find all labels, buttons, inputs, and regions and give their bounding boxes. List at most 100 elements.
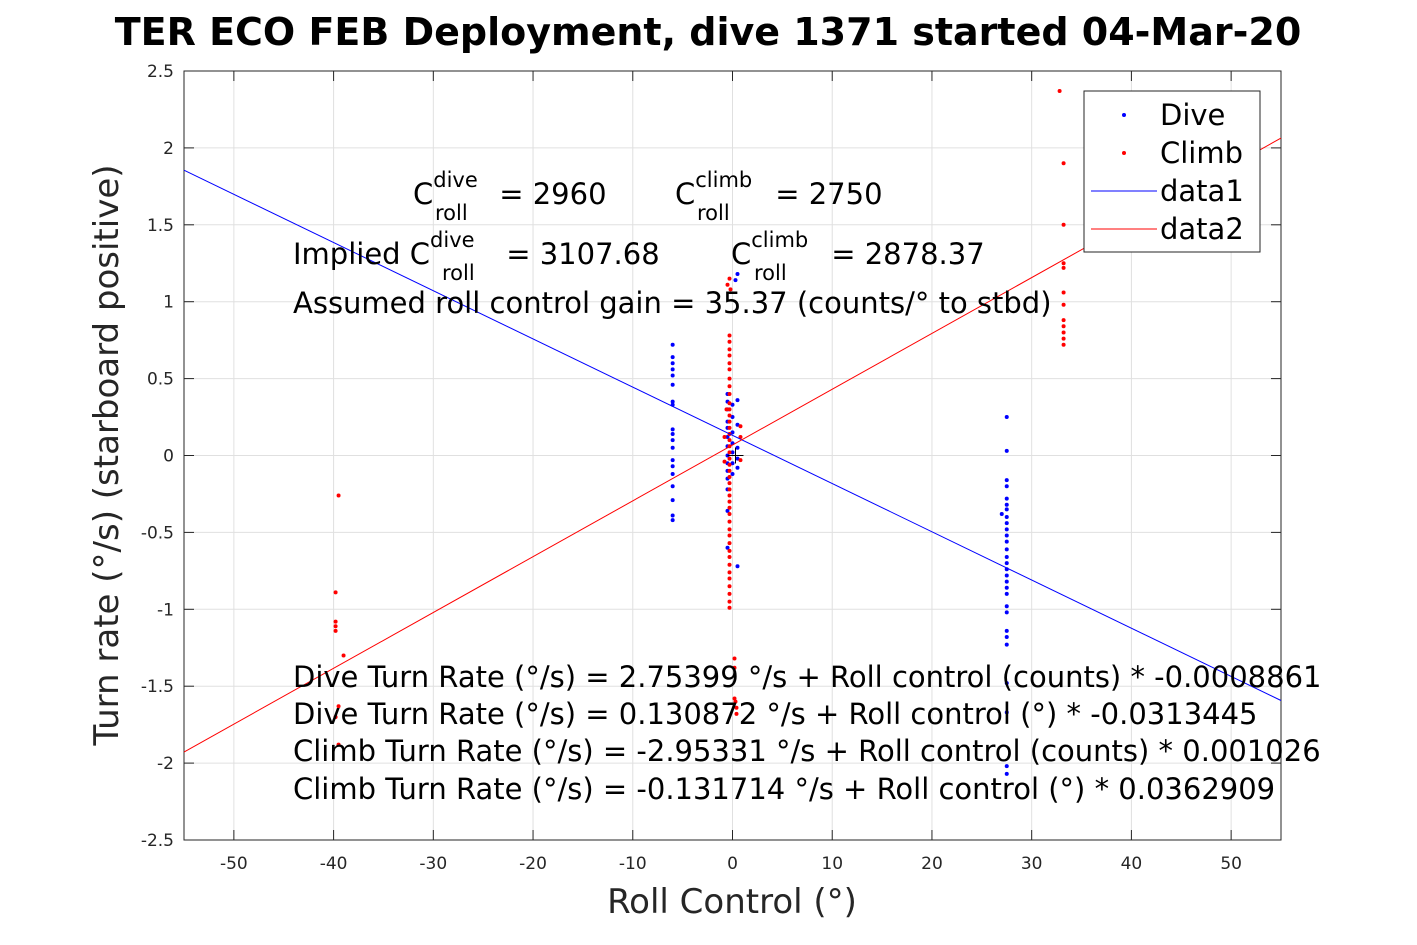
- dive-point: [1004, 764, 1009, 769]
- climb-point: [727, 391, 732, 396]
- dive-point: [1004, 502, 1009, 507]
- y-tick-label: -2: [157, 754, 174, 774]
- dive-point: [670, 518, 675, 523]
- x-tick-label: 20: [921, 854, 943, 874]
- dive-point: [1004, 642, 1009, 647]
- legend: Dive Climb data1 data2: [1083, 90, 1261, 253]
- climb-point: [727, 276, 732, 281]
- climb-point: [725, 282, 730, 287]
- y-tick-label: -0.5: [141, 523, 174, 543]
- x-tick-label: -40: [320, 854, 348, 874]
- climb-point: [722, 459, 727, 464]
- dive-point: [1004, 533, 1009, 538]
- climb-point: [727, 576, 732, 581]
- climb-point: [732, 696, 737, 701]
- climb-point: [727, 347, 732, 352]
- dive-point: [670, 355, 675, 360]
- dive-point: [1004, 547, 1009, 552]
- climb-point: [727, 475, 732, 480]
- dive-point: [733, 278, 738, 283]
- legend-data1-label: data1: [1160, 174, 1244, 208]
- dive-point: [1004, 634, 1009, 639]
- y-tick-label: -1: [157, 600, 174, 620]
- climb-point: [727, 570, 732, 575]
- climb-point: [336, 704, 341, 709]
- dive-point: [670, 464, 675, 469]
- dive-point: [725, 545, 730, 550]
- climb-point: [727, 562, 732, 567]
- dive-point: [1004, 573, 1009, 578]
- dive-point: [1004, 507, 1009, 512]
- climb-point: [734, 705, 739, 710]
- climb-point: [727, 450, 732, 455]
- dive-point: [1004, 771, 1009, 776]
- climb-point: [727, 419, 732, 424]
- climb-point: [727, 367, 732, 372]
- legend-climb-marker: [1122, 151, 1126, 155]
- climb-point: [727, 438, 732, 443]
- dive-point: [1004, 521, 1009, 526]
- climb-point: [727, 361, 732, 366]
- climb-point: [727, 605, 732, 610]
- dive-point: [1004, 527, 1009, 532]
- climb-point: [727, 333, 732, 338]
- dive-point: [670, 513, 675, 518]
- x-tick-label: -50: [220, 854, 248, 874]
- x-tick-label: -30: [419, 854, 447, 874]
- dive-point: [1004, 579, 1009, 584]
- climb-point: [727, 555, 732, 560]
- climb-point: [1061, 318, 1066, 323]
- climb-point: [724, 407, 729, 412]
- dive-point: [1004, 591, 1009, 596]
- legend-box: [1083, 90, 1261, 253]
- climb-point: [738, 435, 743, 440]
- dive-point: [670, 438, 675, 443]
- annotation-equation-1: Dive Turn Rate (°/s) = 2.75399 °/s + Rol…: [293, 660, 1321, 694]
- dive-point: [1004, 555, 1009, 560]
- annotations: Cdive roll = 2960 Cclimb roll = 2750 Impli…: [293, 168, 1321, 806]
- dive-point: [670, 471, 675, 476]
- y-axis-label: Turn rate (°/s) (starboard positive): [87, 164, 127, 746]
- dive-point: [730, 415, 735, 420]
- climb-point: [727, 353, 732, 358]
- dive-point: [1004, 496, 1009, 501]
- climb-point: [732, 656, 737, 661]
- climb-point: [727, 468, 732, 473]
- climb-point: [727, 456, 732, 461]
- climb-point: [1061, 222, 1066, 227]
- dive-point: [1004, 628, 1009, 633]
- y-tick-label: -1.5: [141, 677, 174, 697]
- dive-point: [670, 431, 675, 436]
- dive-point: [1004, 539, 1009, 544]
- climb-point: [727, 511, 732, 516]
- dive-point: [670, 445, 675, 450]
- x-axis-label: Roll Control (°): [607, 882, 857, 922]
- climb-point: [1061, 302, 1066, 307]
- dive-point: [670, 361, 675, 366]
- annotation-implied-dive: Implied Cdive roll = 3107.68: [293, 228, 660, 285]
- climb-point: [727, 376, 732, 381]
- legend-dive-marker: [1122, 113, 1126, 117]
- dive-point: [670, 373, 675, 378]
- climb-point: [1061, 261, 1066, 266]
- dive-point: [1004, 585, 1009, 590]
- dive-point: [730, 461, 735, 466]
- climb-point: [333, 714, 338, 719]
- climb-point: [1061, 290, 1066, 295]
- climb-point: [1061, 265, 1066, 270]
- chart-title: TER ECO FEB Deployment, dive 1371 starte…: [115, 10, 1302, 54]
- climb-point: [727, 533, 732, 538]
- climb-point: [727, 401, 732, 406]
- dive-point: [730, 430, 735, 435]
- annotation-c-roll-climb: Cclimb roll = 2750: [675, 168, 883, 225]
- dive-point: [670, 367, 675, 372]
- climb-point: [727, 462, 732, 467]
- y-axis-ticks: -2.5 -2 -1.5 -1 -0.5 0 0.5 1 1.5 2 2.5: [141, 62, 1281, 851]
- legend-dive-label: Dive: [1160, 98, 1225, 132]
- fit-line-data1: [183, 169, 1282, 701]
- dive-point: [735, 456, 740, 461]
- climb-point: [727, 487, 732, 492]
- climb-point: [727, 519, 732, 524]
- dive-point: [735, 564, 740, 569]
- annotation-gain: Assumed roll control gain = 35.37 (count…: [293, 286, 1052, 320]
